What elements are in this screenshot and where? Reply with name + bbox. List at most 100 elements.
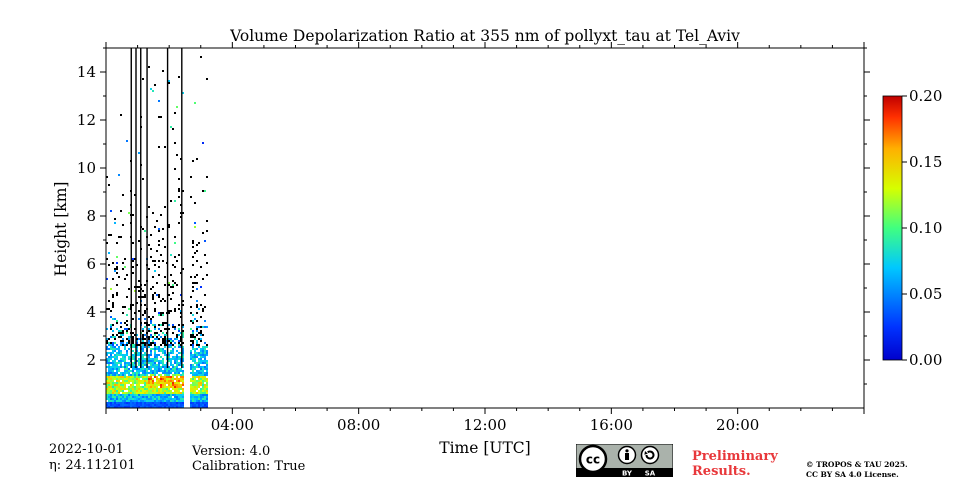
heat-cell [120,398,122,400]
heat-cell [144,344,146,346]
heat-cell [118,392,120,394]
heat-cell [142,350,144,352]
heat-cell [160,254,162,256]
heat-cell [160,374,162,376]
y-tick-label: 14 [77,63,96,81]
heat-cell [106,328,108,330]
heat-cell [200,370,202,372]
heat-cell [202,388,204,390]
heat-cell [136,380,138,382]
heat-cell [140,390,142,392]
heat-cell [124,266,126,268]
heat-cell [142,358,144,360]
heat-cell [164,206,166,208]
heat-cell [192,346,194,348]
heat-cell [118,386,120,388]
heat-cell [198,344,200,346]
heat-cell [136,384,138,386]
heat-cell [158,404,160,406]
heat-cell [124,356,126,358]
heat-cell [164,386,166,388]
heat-cell [158,382,160,384]
eta-value: 24.112101 [65,458,136,473]
heat-cell [200,368,202,370]
heat-cell [144,374,146,376]
heat-cell [116,396,118,398]
heat-cell [142,354,144,356]
heat-cell [204,346,206,348]
heat-cell [206,262,208,264]
heat-cell [178,340,180,342]
heat-cell [118,352,120,354]
heat-cell [132,406,134,408]
heat-cell [202,400,204,402]
heat-cell [144,342,146,344]
heat-cell [132,392,134,394]
heat-cell [138,398,140,400]
heat-cell [182,300,184,302]
heat-cell [166,372,168,374]
heat-cell [178,404,180,406]
heat-cell [178,388,180,390]
heat-cell [168,384,170,386]
heat-cell [140,374,142,376]
heat-cell [132,318,134,320]
heat-cell [156,392,158,394]
heat-cell [176,154,178,156]
heat-cell [128,356,130,358]
heat-cell [182,364,184,366]
heat-cell [120,114,122,116]
heat-cell [198,404,200,406]
heat-cell [106,380,108,382]
heat-cell [154,326,156,328]
heat-cell [114,364,116,366]
heat-cell [182,336,184,338]
heat-cell [204,362,206,364]
heat-cell [170,360,172,362]
heat-cell [134,390,136,392]
heat-cell [206,390,208,392]
heat-cell [136,372,138,374]
heat-cell [158,338,160,340]
heat-cell [170,340,172,342]
heat-cell [174,200,176,202]
heat-cell [134,286,136,288]
heat-cell [182,396,184,398]
heat-cell [110,368,112,370]
heat-cell [160,380,162,382]
heat-cell [138,358,140,360]
heat-cell [128,376,130,378]
heat-cell [162,322,164,324]
heat-cell [142,376,144,378]
heat-cell [164,380,166,382]
heat-cell [122,332,124,334]
heat-cell [164,376,166,378]
heat-cell [154,324,156,326]
heat-cell [164,246,166,248]
heat-cell [158,406,160,408]
heat-cell [158,370,160,372]
heat-cell [200,406,202,408]
date-text: 2022-10-01 [49,442,124,457]
heat-cell [180,332,182,334]
heat-cell [146,374,148,376]
heat-cell [206,382,208,384]
heat-cell [118,406,120,408]
heat-cell [148,206,150,208]
heat-cell [144,338,146,340]
heat-cell [204,350,206,352]
heat-cell [168,380,170,382]
heat-cell [142,78,144,80]
heat-cell [124,358,126,360]
heat-cell [126,372,128,374]
heat-cell [136,376,138,378]
heat-cell [180,316,182,318]
heat-cell [160,398,162,400]
heat-cell [112,362,114,364]
heat-cell [122,376,124,378]
heat-cell [182,398,184,400]
heat-cell [142,342,144,344]
heat-cell [142,362,144,364]
heat-cell [146,382,148,384]
heat-cell [174,236,176,238]
